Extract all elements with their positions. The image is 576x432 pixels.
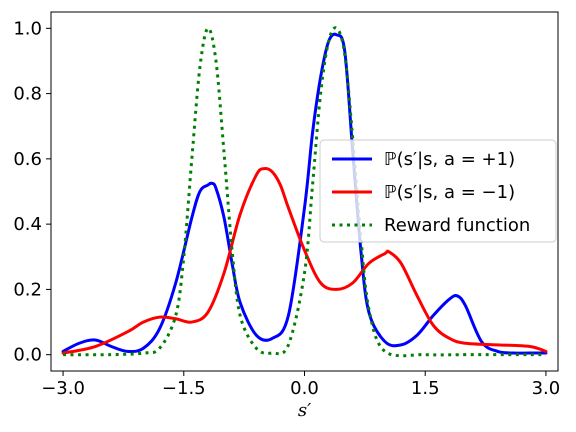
legend-label-3: Reward function <box>384 215 530 236</box>
y-tick-label: 0.0 <box>13 345 42 366</box>
legend-box <box>319 139 557 243</box>
x-tick-label: 3.0 <box>532 378 561 399</box>
x-axis-label: s′ <box>298 400 311 421</box>
x-tick-label: 0.0 <box>290 378 319 399</box>
plot-area <box>61 26 548 358</box>
x-tick-label: −1.5 <box>162 378 206 399</box>
legend-label-1: ℙ(s′|s, a = +1) <box>384 149 515 170</box>
x-tick-label: −3.0 <box>41 378 85 399</box>
legend: ℙ(s′|s, a = +1) ℙ(s′|s, a = −1) Reward fun… <box>319 139 557 243</box>
series-group <box>61 26 548 358</box>
series-line-2 <box>61 167 548 355</box>
y-tick-label: 0.6 <box>13 149 42 170</box>
x-tick-label: 1.5 <box>411 378 440 399</box>
y-tick-label: 0.2 <box>13 279 42 300</box>
y-tick-label: 1.0 <box>13 18 42 39</box>
series-line-1 <box>61 32 548 355</box>
axes: −3.0 −1.5 0.0 1.5 3.0 0.0 0.2 0.4 0.6 0.8 1.0 <box>13 11 561 399</box>
legend-label-2: ℙ(s′|s, a = −1) <box>384 182 515 203</box>
y-tick-label: 0.8 <box>13 84 42 105</box>
y-tick-label: 0.4 <box>13 214 42 235</box>
